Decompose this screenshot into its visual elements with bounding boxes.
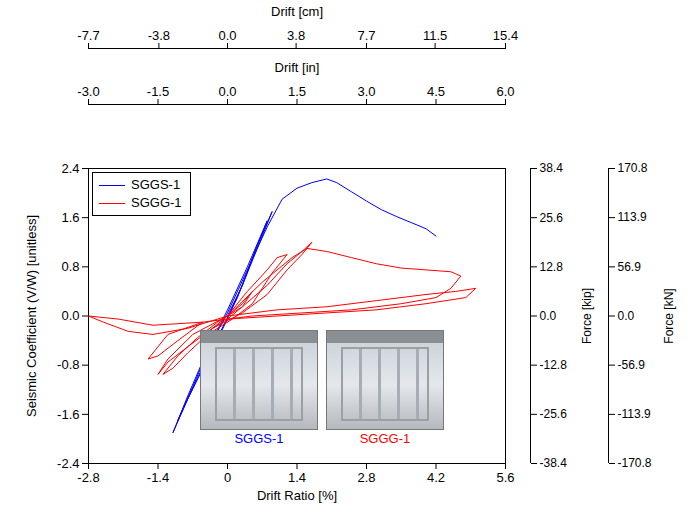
svg-text:-1.6: -1.6 xyxy=(57,406,79,421)
svg-text:-56.9: -56.9 xyxy=(618,358,646,372)
svg-text:0.0: 0.0 xyxy=(218,28,236,43)
svg-text:0.0: 0.0 xyxy=(618,309,635,323)
svg-text:-2.8: -2.8 xyxy=(77,470,99,485)
html-text:SGGS-1: SGGS-1 xyxy=(234,431,284,446)
svg-text:6.0: 6.0 xyxy=(496,84,514,99)
html-text:SGGG-1: SGGG-1 xyxy=(131,195,182,210)
svg-text:56.9: 56.9 xyxy=(618,260,642,274)
svg-text:170.8: 170.8 xyxy=(618,161,648,175)
svg-text:Drift [cm]: Drift [cm] xyxy=(271,4,323,19)
svg-text:-0.8: -0.8 xyxy=(57,357,79,372)
svg-text:-1.5: -1.5 xyxy=(147,84,169,99)
svg-text:11.5: 11.5 xyxy=(423,28,447,43)
svg-text:4.2: 4.2 xyxy=(427,470,445,485)
svg-text:3.8: 3.8 xyxy=(287,28,305,43)
svg-text:3.0: 3.0 xyxy=(357,84,375,99)
svg-text:12.8: 12.8 xyxy=(540,260,564,274)
svg-text:1.6: 1.6 xyxy=(61,210,79,225)
svg-text:0.0: 0.0 xyxy=(61,308,79,323)
svg-text:-12.8: -12.8 xyxy=(540,358,568,372)
svg-text:Drift Ratio [%]: Drift Ratio [%] xyxy=(257,488,337,503)
svg-text:0.8: 0.8 xyxy=(61,259,79,274)
svg-text:0.0: 0.0 xyxy=(218,84,236,99)
svg-text:-113.9: -113.9 xyxy=(618,407,651,421)
svg-text:2.4: 2.4 xyxy=(61,161,79,176)
svg-text:113.9: 113.9 xyxy=(618,210,647,224)
html-text:SGGG-1: SGGG-1 xyxy=(359,431,411,446)
svg-text:-38.4: -38.4 xyxy=(540,456,568,470)
svg-text:-25.6: -25.6 xyxy=(540,407,568,421)
svg-text:-1.4: -1.4 xyxy=(147,470,169,485)
svg-text:0: 0 xyxy=(224,470,231,485)
svg-text:38.4: 38.4 xyxy=(540,161,564,175)
svg-text:-170.8: -170.8 xyxy=(618,456,652,470)
svg-text:1.4: 1.4 xyxy=(288,470,306,485)
svg-text:1.5: 1.5 xyxy=(288,84,306,99)
svg-text:2.8: 2.8 xyxy=(357,470,375,485)
svg-text:-3.8: -3.8 xyxy=(148,28,170,43)
svg-text:-7.7: -7.7 xyxy=(77,28,99,43)
svg-text:Force [kip]: Force [kip] xyxy=(580,288,594,344)
svg-text:Force [kN]: Force [kN] xyxy=(662,288,676,343)
svg-text:4.5: 4.5 xyxy=(427,84,445,99)
svg-text:5.6: 5.6 xyxy=(496,470,514,485)
html-text:SGGS-1: SGGS-1 xyxy=(131,177,181,192)
svg-text:15.4: 15.4 xyxy=(493,28,518,43)
svg-text:-3.0: -3.0 xyxy=(77,84,99,99)
svg-text:25.6: 25.6 xyxy=(540,211,564,225)
svg-text:7.7: 7.7 xyxy=(357,28,375,43)
svg-text:0.0: 0.0 xyxy=(540,309,557,323)
svg-text:-2.4: -2.4 xyxy=(57,456,79,471)
svg-text:Drift [in]: Drift [in] xyxy=(275,60,320,75)
svg-text:Seismic Coefficient (V/W) [uni: Seismic Coefficient (V/W) [unitless] xyxy=(24,215,39,417)
